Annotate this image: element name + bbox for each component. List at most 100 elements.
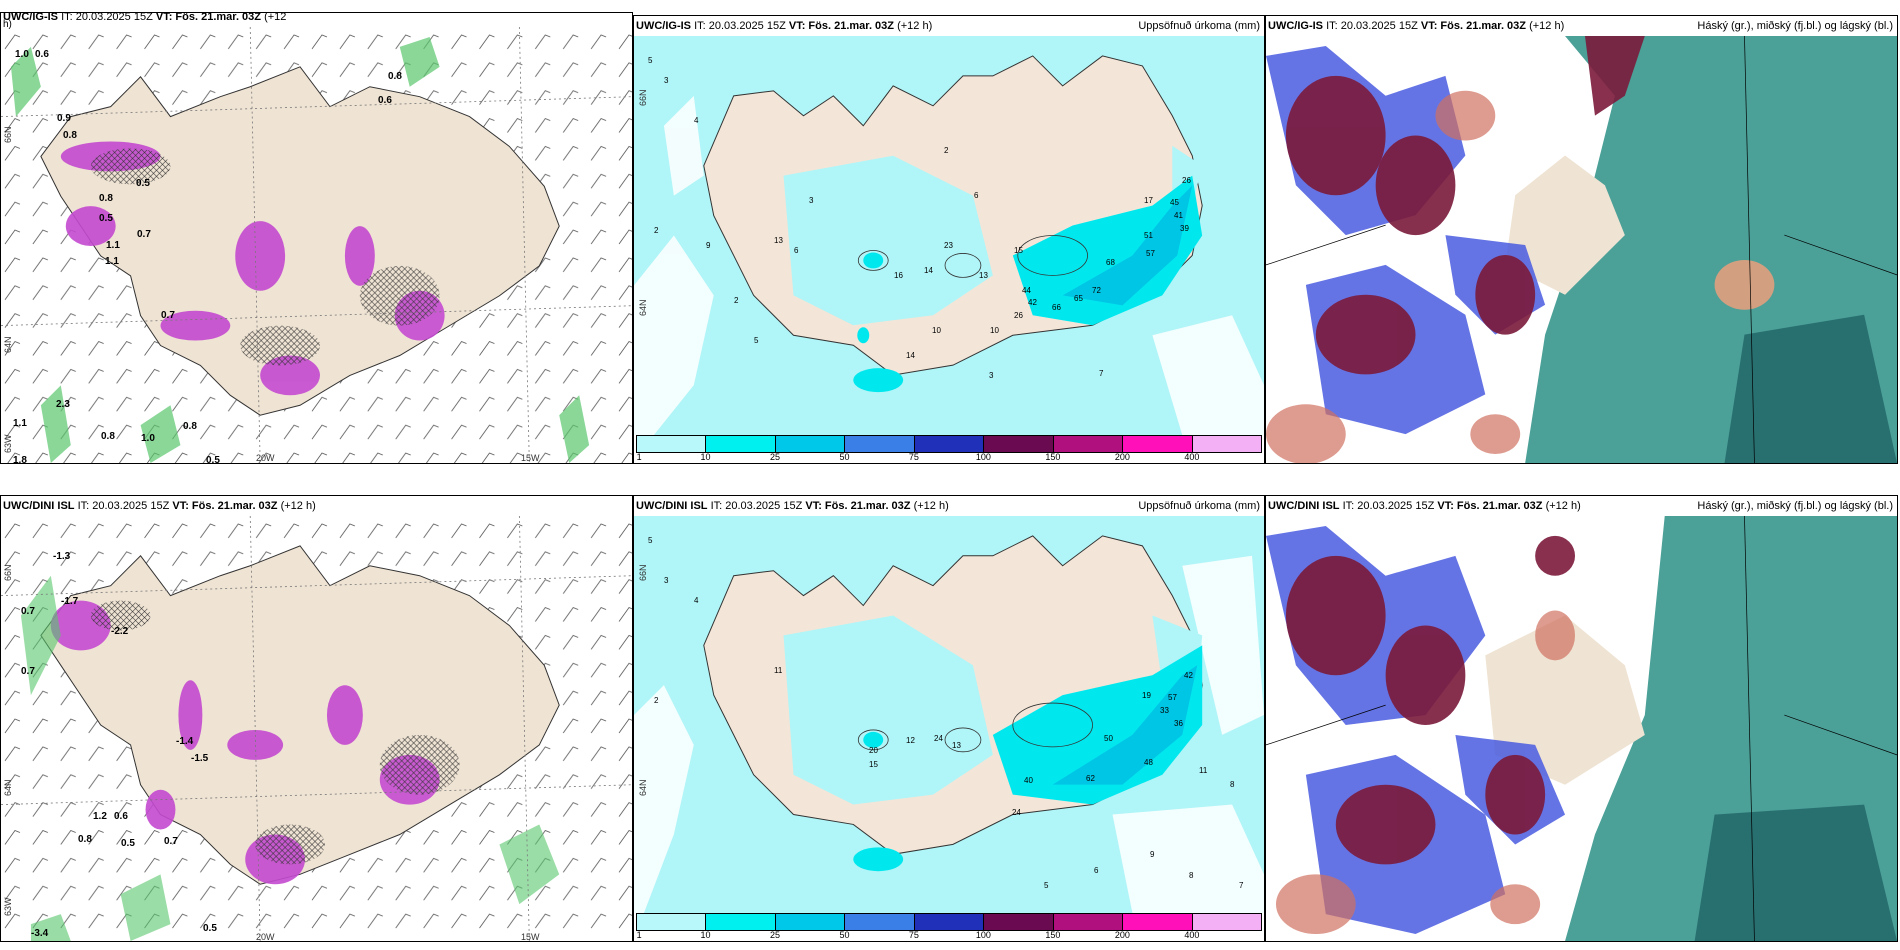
lead-time: (+12 h) bbox=[1545, 500, 1581, 512]
legend-swatch bbox=[1123, 914, 1193, 930]
value-label: 65 bbox=[1074, 294, 1083, 303]
value-label: 68 bbox=[1106, 258, 1115, 267]
value-label: 1.0 bbox=[15, 49, 29, 60]
value-label: 9 bbox=[1150, 850, 1155, 859]
legend-swatch bbox=[914, 914, 985, 930]
dry-patches bbox=[634, 95, 1264, 435]
high-cloud-light bbox=[1266, 90, 1521, 463]
value-label: 13 bbox=[979, 271, 988, 280]
legend-tick: 100 bbox=[975, 452, 991, 462]
value-label: 1.2 bbox=[93, 811, 107, 822]
valid-time: VT: Fös. 21.mar. 03Z bbox=[1420, 20, 1527, 32]
valid-time: VT: Fös. 21.mar. 03Z bbox=[788, 20, 895, 32]
legend-swatch bbox=[706, 914, 776, 930]
legend-tick: 400 bbox=[1184, 452, 1200, 462]
cloud-map bbox=[1266, 516, 1897, 941]
precip-map bbox=[634, 36, 1264, 435]
wind-map bbox=[1, 516, 632, 941]
glacier-outlines bbox=[857, 702, 1093, 753]
value-label: 44 bbox=[1022, 286, 1031, 295]
value-label: 0.6 bbox=[378, 95, 392, 106]
precip-mid bbox=[853, 175, 1203, 393]
model-name: UWC/DINI ISL bbox=[636, 500, 708, 512]
value-label: 3 bbox=[809, 196, 814, 205]
value-label: 2 bbox=[654, 226, 659, 235]
init-time: IT: 20.03.2025 15Z bbox=[61, 12, 153, 23]
legend-swatch bbox=[845, 436, 915, 452]
legend-swatch bbox=[706, 436, 776, 452]
value-label: 1.8 bbox=[13, 455, 27, 464]
hatched-areas bbox=[90, 148, 440, 366]
wind-map bbox=[1, 27, 632, 463]
legend-bar bbox=[636, 435, 1262, 453]
legend-ticks: 1 10 25 50 75 100 150 200 400 bbox=[636, 930, 1262, 941]
legend-swatch bbox=[914, 436, 985, 452]
precip-legend: 1 10 25 50 75 100 150 200 400 bbox=[634, 913, 1264, 941]
value-label: 66 bbox=[1052, 303, 1061, 312]
value-labels: 5 3 4 2 11 12 15 20 24 13 40 24 62 50 48… bbox=[634, 516, 1264, 915]
value-label: 16 bbox=[894, 271, 903, 280]
panel-header: UWC/DINI ISL IT: 20.03.2025 15Z VT: Fös.… bbox=[634, 496, 1264, 516]
value-labels: 5 3 4 2 9 13 6 3 2 5 16 14 23 15 13 44 4… bbox=[634, 36, 1264, 436]
value-label: 17 bbox=[1144, 196, 1153, 205]
model-name: UWC/IG-IS bbox=[636, 20, 691, 32]
map-area bbox=[1, 27, 632, 463]
panel-header: UWC/DINI ISL IT: 20.03.2025 15Z VT: Fös.… bbox=[1, 496, 632, 516]
value-label: 1.1 bbox=[105, 256, 119, 267]
value-label: 57 bbox=[1168, 693, 1177, 702]
model-name: UWC/DINI ISL bbox=[3, 500, 75, 512]
lead-time: (+12 bbox=[264, 12, 287, 23]
value-label: 0.7 bbox=[21, 606, 35, 617]
value-label: 14 bbox=[906, 351, 915, 360]
hatched-areas bbox=[90, 600, 460, 865]
model-name: UWC/DINI ISL bbox=[1268, 500, 1340, 512]
value-label: 4 bbox=[694, 116, 699, 125]
panel-dini-wind: UWC/DINI ISL IT: 20.03.2025 15Z VT: Fös.… bbox=[0, 495, 633, 942]
value-label: 0.8 bbox=[101, 431, 115, 442]
value-label: 0.8 bbox=[99, 193, 113, 204]
value-label: 62 bbox=[1086, 774, 1095, 783]
legend-swatch bbox=[637, 914, 707, 930]
value-label: 2 bbox=[654, 696, 659, 705]
value-label: 0.8 bbox=[63, 130, 77, 141]
value-label: 0.8 bbox=[183, 421, 197, 432]
legend-swatch bbox=[1053, 914, 1124, 930]
legend-swatch bbox=[637, 436, 707, 452]
legend-swatch bbox=[984, 436, 1054, 452]
legend-tick: 50 bbox=[839, 930, 850, 940]
legend-swatch bbox=[1192, 914, 1261, 930]
value-label: 6 bbox=[794, 246, 799, 255]
value-label: 26 bbox=[1182, 176, 1191, 185]
value-label: 24 bbox=[1012, 808, 1021, 817]
value-label: -2.2 bbox=[111, 626, 129, 637]
value-label: 10 bbox=[932, 326, 941, 335]
value-label: 23 bbox=[944, 241, 953, 250]
value-label: 14 bbox=[924, 266, 933, 275]
green-bands bbox=[10, 36, 590, 463]
map-area bbox=[1266, 36, 1897, 463]
value-label: 2.3 bbox=[56, 399, 70, 410]
panel-ig-wind: UWC/IG-IS IT: 20.03.2025 15Z VT: Fös. 21… bbox=[0, 12, 633, 464]
value-label: 48 bbox=[1144, 758, 1153, 767]
value-label: 50 bbox=[1104, 734, 1113, 743]
value-label: 51 bbox=[1144, 231, 1153, 240]
legend-swatch bbox=[775, 914, 846, 930]
dry-patches bbox=[634, 555, 1264, 913]
legend-tick: 50 bbox=[839, 452, 850, 462]
legend-tick: 75 bbox=[908, 452, 919, 462]
value-label: 19 bbox=[1142, 691, 1151, 700]
grid-lines bbox=[1266, 36, 1897, 463]
value-label: 5 bbox=[754, 336, 759, 345]
value-label: 42 bbox=[1184, 671, 1193, 680]
value-label: 1.1 bbox=[106, 240, 120, 251]
value-label: 0.5 bbox=[121, 838, 135, 849]
value-label: -1.5 bbox=[191, 753, 209, 764]
legend-tick: 1 bbox=[636, 930, 642, 940]
precip-map bbox=[634, 516, 1264, 913]
value-label: 0.5 bbox=[136, 178, 150, 189]
value-label: 6 bbox=[1094, 866, 1099, 875]
legend-tick: 150 bbox=[1045, 452, 1061, 462]
legend-tick: 200 bbox=[1114, 452, 1130, 462]
value-label: 0.9 bbox=[57, 113, 71, 124]
legend-tick: 100 bbox=[975, 930, 991, 940]
